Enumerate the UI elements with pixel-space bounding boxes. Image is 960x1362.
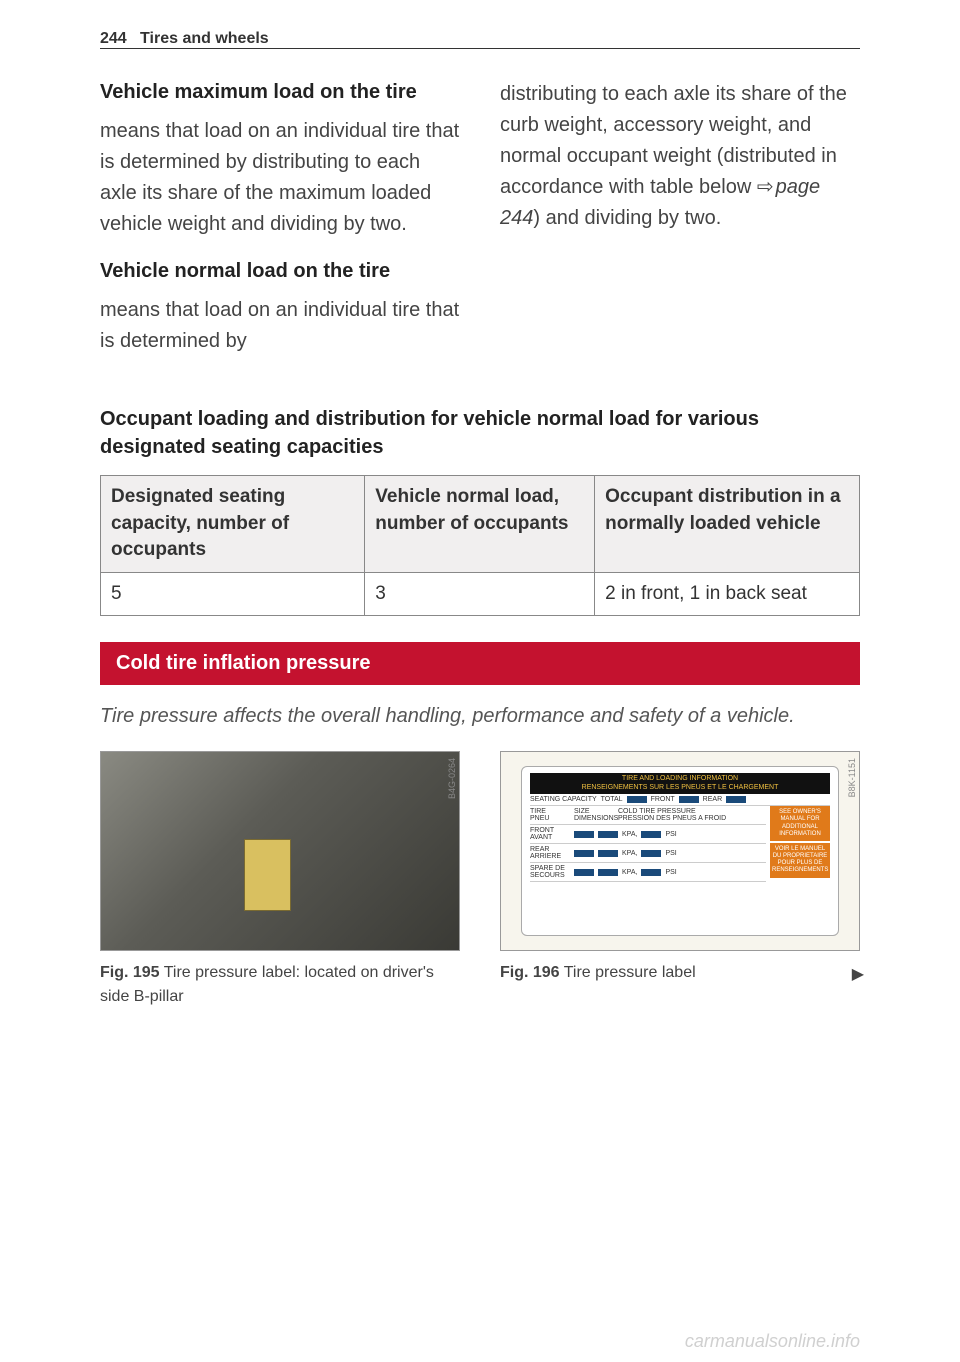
block-icon <box>574 850 594 857</box>
term-body-normal-left: means that load on an individual tire th… <box>100 295 460 357</box>
front-label: FRONT <box>651 796 675 803</box>
block-icon <box>598 850 618 857</box>
term-body-max-load: means that load on an individual tire th… <box>100 116 460 240</box>
kpa-text: KPA, <box>622 850 637 857</box>
label-header: TIRE AND LOADING INFORMATION RENSEIGNEME… <box>530 773 830 794</box>
front-row-lab: FRONT AVANT <box>530 827 570 841</box>
fig-196-text: Tire pressure label <box>564 964 696 981</box>
psi-text: PSI <box>665 850 676 857</box>
seating-label: SEATING CAPACITY <box>530 796 597 803</box>
label-hdr-2: RENSEIGNEMENTS SUR LES PNEUS ET LE CHARG… <box>530 784 830 792</box>
page-header: 244 Tires and wheels <box>100 30 860 49</box>
block-icon <box>574 869 594 876</box>
figure-195-code: B4G-0264 <box>447 758 457 799</box>
page-number: 244 <box>100 30 127 47</box>
left-column: Vehicle maximum load on the tire means t… <box>100 79 460 375</box>
col-header-2: Occupant distribution in a normally load… <box>595 476 860 573</box>
col-header-0: Designated seating capacity, number of o… <box>101 476 365 573</box>
term-body-normal-right: distributing to each axle its share of t… <box>500 79 860 234</box>
total-label: TOTAL <box>601 796 623 803</box>
tire-label-graphic: TIRE AND LOADING INFORMATION RENSEIGNEME… <box>521 766 839 936</box>
psi-text: PSI <box>665 831 676 838</box>
spare-pressure-row: SPARE DE SECOURS KPA, PSI <box>530 863 766 882</box>
size-lab: SIZEDIMENSIONS <box>574 808 614 822</box>
figure-196-code: B8K-1151 <box>847 758 857 797</box>
table-header-row: Designated seating capacity, number of o… <box>101 476 860 573</box>
figure-195: B4G-0264 Fig. 195 Tire pressure label: l… <box>100 751 460 1007</box>
cell-0: 5 <box>101 572 365 616</box>
tire-header-row: TIREPNEU SIZEDIMENSIONS COLD TIRE PRESSU… <box>530 806 766 825</box>
cell-2: 2 in front, 1 in back seat <box>595 572 860 616</box>
page-ref-icon <box>757 176 776 198</box>
term-title-max-load: Vehicle maximum load on the tire <box>100 79 460 106</box>
normal-right-part2: ) and dividing by two. <box>533 207 721 229</box>
block-icon <box>627 796 647 803</box>
watermark: carmanualsonline.info <box>685 1331 860 1352</box>
block-icon <box>598 869 618 876</box>
spare-row-lab: SPARE DE SECOURS <box>530 865 570 879</box>
block-icon <box>641 850 661 857</box>
seating-row: SEATING CAPACITY TOTAL FRONT REAR <box>530 794 830 806</box>
continue-marker-icon: ▶ <box>852 963 864 986</box>
definitions-block: Vehicle maximum load on the tire means t… <box>100 79 860 375</box>
kpa-text: KPA, <box>622 831 637 838</box>
occupant-section-title: Occupant loading and distribution for ve… <box>100 405 860 461</box>
front-pressure-row: FRONT AVANT KPA, PSI <box>530 825 766 844</box>
col-header-1: Vehicle normal load, number of occupants <box>365 476 595 573</box>
orange-box-1: SEE OWNER'S MANUAL FOR ADDITIONAL INFORM… <box>770 806 830 841</box>
rear-row-lab: REAR ARRIERE <box>530 846 570 860</box>
figures-row: B4G-0264 Fig. 195 Tire pressure label: l… <box>100 751 860 1007</box>
psi-text: PSI <box>665 869 676 876</box>
figure-196-image: B8K-1151 TIRE AND LOADING INFORMATION RE… <box>500 751 860 951</box>
occupant-table: Designated seating capacity, number of o… <box>100 475 860 616</box>
term-title-normal-load: Vehicle normal load on the tire <box>100 258 460 285</box>
block-icon <box>574 831 594 838</box>
rear-label: REAR <box>703 796 722 803</box>
kpa-text: KPA, <box>622 869 637 876</box>
fig-195-num: Fig. 195 <box>100 964 160 981</box>
rear-pressure-row: REAR ARRIERE KPA, PSI <box>530 844 766 863</box>
orange-box-2: VOIR LE MANUEL DU PROPRIETAIRE POUR PLUS… <box>770 843 830 878</box>
tire-lab: TIREPNEU <box>530 808 570 822</box>
figure-195-image: B4G-0264 <box>100 751 460 951</box>
table-row: 5 3 2 in front, 1 in back seat <box>101 572 860 616</box>
section-name: Tires and wheels <box>140 30 269 47</box>
block-icon <box>641 869 661 876</box>
cold-tire-subtitle: Tire pressure affects the overall handli… <box>100 701 860 731</box>
figure-196: B8K-1151 TIRE AND LOADING INFORMATION RE… <box>500 751 860 1007</box>
block-icon <box>726 796 746 803</box>
figure-196-caption: Fig. 196 Tire pressure label ▶ <box>500 961 860 984</box>
label-hdr-1: TIRE AND LOADING INFORMATION <box>530 775 830 783</box>
cold-lab: COLD TIRE PRESSUREPRESSION DES PNEUS A F… <box>618 808 726 822</box>
cold-tire-banner: Cold tire inflation pressure <box>100 642 860 685</box>
block-icon <box>598 831 618 838</box>
block-icon <box>641 831 661 838</box>
figure-195-caption: Fig. 195 Tire pressure label: located on… <box>100 961 460 1007</box>
cell-1: 3 <box>365 572 595 616</box>
right-column: distributing to each axle its share of t… <box>500 79 860 375</box>
block-icon <box>679 796 699 803</box>
fig-196-num: Fig. 196 <box>500 964 560 981</box>
